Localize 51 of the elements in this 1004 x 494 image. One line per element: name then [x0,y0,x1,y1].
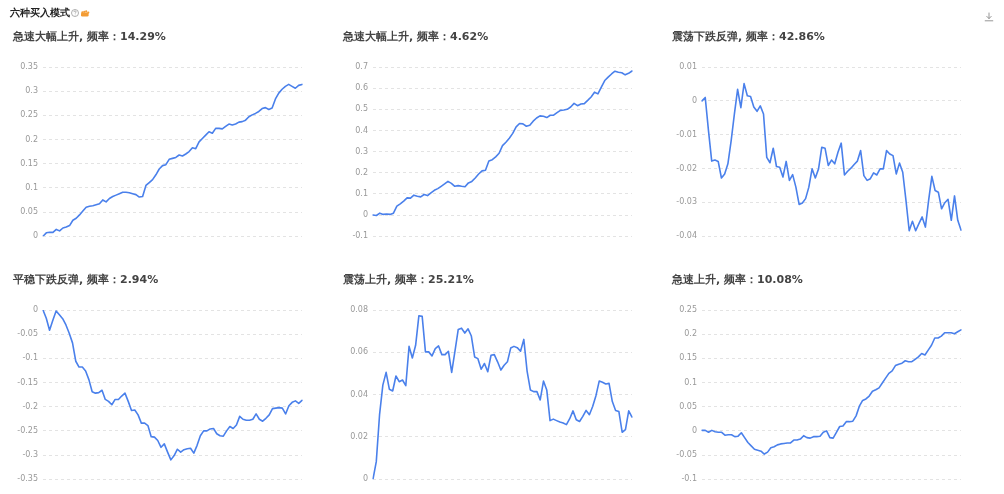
y-tick-label: 0.15 [20,158,38,168]
y-tick-label: 0.04 [350,389,368,399]
y-tick-label: 0.2 [355,167,368,177]
y-tick-label: -0.15 [17,377,38,387]
y-tick-label: 0.3 [355,146,368,156]
y-tick-label: -0.3 [22,450,38,460]
y-tick-label: 0.02 [350,431,368,441]
y-tick-label: 0 [691,425,697,435]
chart-title: 六种买入模式 [10,7,70,18]
chart-subtitle: 震荡上升, 频率：25.21% [343,273,475,287]
y-tick-label: 0.15 [679,353,697,363]
chart-subtitle: 急速上升, 频率：10.08% [672,273,804,287]
y-tick-label: 0.1 [355,188,368,198]
y-tick-label: 0.2 [684,329,697,339]
y-tick-label: 0.2 [25,134,38,144]
y-tick-label: -0.1 [352,231,368,241]
y-tick-label: -0.03 [676,197,697,207]
y-tick-label: 0 [32,305,38,315]
y-tick-label: 0.08 [350,305,368,315]
y-tick-label: 0.05 [20,207,38,217]
y-tick-label: 0 [362,210,368,220]
y-tick-label: -0.04 [676,231,697,241]
y-tick-label: 0.25 [679,305,697,315]
y-tick-label: 0.06 [350,347,368,357]
chart-subtitle: 震荡下跌反弹, 频率：42.86% [672,30,826,44]
y-tick-label: 0 [362,474,368,484]
y-tick-label: -0.25 [17,425,38,435]
y-tick-label: -0.01 [676,129,697,139]
y-tick-label: 0.3 [25,86,38,96]
y-tick-label: 0.1 [25,182,38,192]
y-tick-label: -0.35 [17,474,38,484]
y-tick-label: 0.6 [355,83,368,93]
y-tick-label: 0.4 [355,125,368,135]
y-tick-label: 0 [32,231,38,241]
y-tick-label: 0.35 [20,62,38,72]
y-tick-label: 0.25 [20,110,38,120]
y-tick-label: -0.05 [676,450,697,460]
chart-subtitle: 平稳下跌反弹, 频率：2.94% [13,273,160,287]
chart-subtitle: 急速大幅上升, 频率：14.29% [13,30,167,44]
y-tick-label: -0.2 [22,401,38,411]
y-tick-label: 0.05 [679,401,697,411]
y-tick-label: 0 [691,95,697,105]
y-tick-label: -0.02 [676,163,697,173]
chart-subtitle: 急速大幅上升, 频率：4.62% [343,30,490,44]
y-tick-label: -0.1 [681,474,697,484]
y-tick-label: 0.5 [355,104,368,114]
y-tick-label: 0.1 [684,377,697,387]
y-tick-label: -0.1 [22,353,38,363]
y-tick-label: -0.05 [17,329,38,339]
y-tick-label: 0.7 [355,62,368,72]
y-tick-label: 0.01 [679,62,697,72]
